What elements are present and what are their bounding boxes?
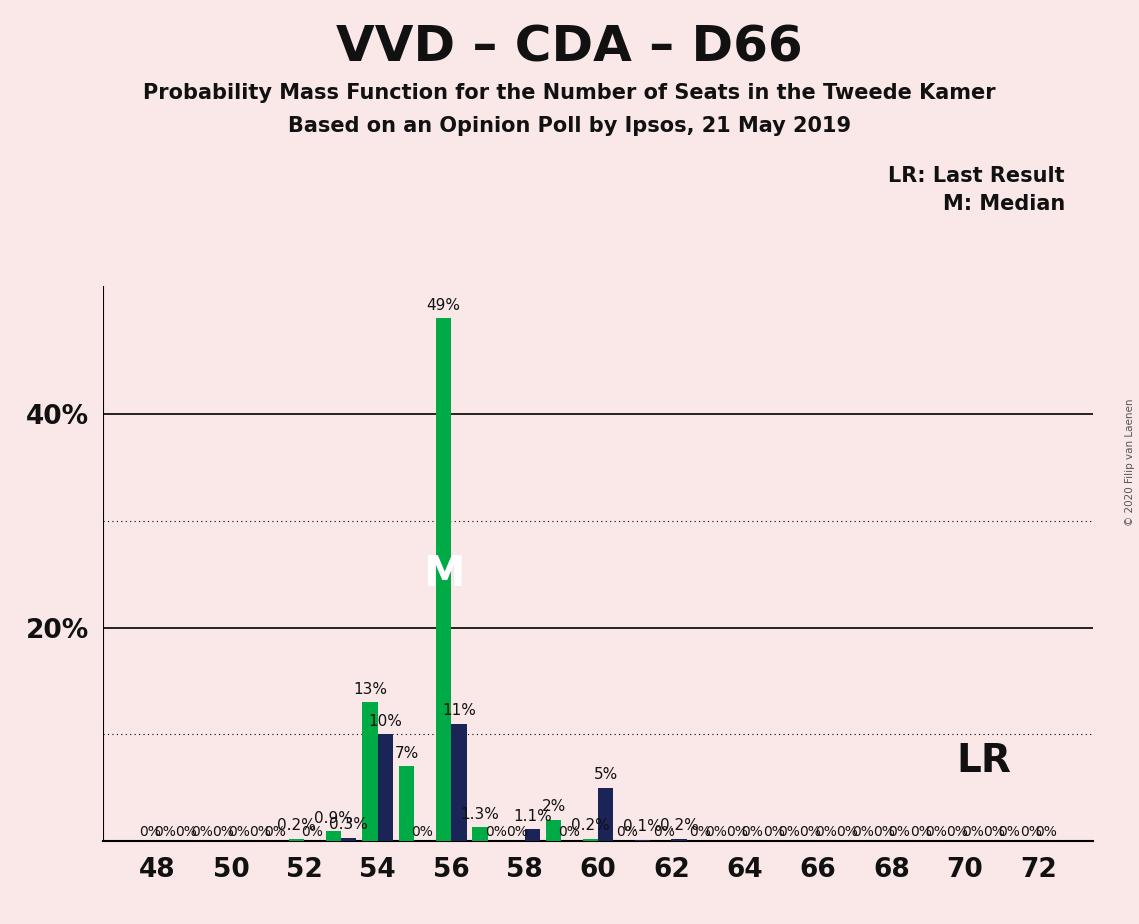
Text: 0%: 0%	[154, 825, 177, 839]
Text: 2%: 2%	[541, 799, 566, 814]
Text: 0%: 0%	[616, 825, 638, 839]
Bar	[378, 735, 393, 841]
Text: 0%: 0%	[228, 825, 249, 839]
Text: 0%: 0%	[301, 825, 323, 839]
Text: 0.2%: 0.2%	[277, 819, 316, 833]
Text: 0%: 0%	[741, 825, 763, 839]
Text: 1.3%: 1.3%	[461, 807, 500, 821]
Text: 0%: 0%	[191, 825, 213, 839]
Text: 1.1%: 1.1%	[513, 808, 551, 824]
Text: 0%: 0%	[778, 825, 800, 839]
Bar	[634, 840, 650, 841]
Text: 0%: 0%	[411, 825, 433, 839]
Text: © 2020 Filip van Laenen: © 2020 Filip van Laenen	[1125, 398, 1134, 526]
Text: 0%: 0%	[852, 825, 874, 839]
Text: 0%: 0%	[983, 825, 1005, 839]
Bar	[362, 702, 378, 841]
Bar	[582, 839, 598, 841]
Text: 0%: 0%	[689, 825, 712, 839]
Text: 0.2%: 0.2%	[571, 819, 609, 833]
Text: 0.1%: 0.1%	[623, 820, 662, 834]
Bar	[399, 766, 415, 841]
Text: 0%: 0%	[814, 825, 837, 839]
Text: LR: LR	[956, 742, 1010, 780]
Text: 0.3%: 0.3%	[329, 818, 368, 833]
Text: 13%: 13%	[353, 682, 387, 697]
Bar	[289, 839, 304, 841]
Text: M: M	[423, 553, 465, 595]
Text: 0%: 0%	[705, 825, 727, 839]
Text: 0%: 0%	[763, 825, 785, 839]
Text: 10%: 10%	[369, 714, 402, 729]
Text: Based on an Opinion Poll by Ipsos, 21 May 2019: Based on an Opinion Poll by Ipsos, 21 Ma…	[288, 116, 851, 136]
Text: 0%: 0%	[175, 825, 197, 839]
Text: 0%: 0%	[653, 825, 674, 839]
Text: 0%: 0%	[558, 825, 580, 839]
Text: 0%: 0%	[484, 825, 507, 839]
Text: M: Median: M: Median	[943, 194, 1065, 214]
Text: 0%: 0%	[910, 825, 932, 839]
Text: 7%: 7%	[394, 746, 419, 760]
Bar	[326, 832, 341, 841]
Text: 0%: 0%	[836, 825, 858, 839]
Text: 0%: 0%	[139, 825, 161, 839]
Text: 0%: 0%	[1035, 825, 1057, 839]
Bar	[451, 723, 467, 841]
Text: 0%: 0%	[888, 825, 910, 839]
Bar	[525, 829, 540, 841]
Bar	[473, 827, 487, 841]
Text: 0.2%: 0.2%	[659, 819, 698, 833]
Text: 0%: 0%	[947, 825, 968, 839]
Text: 5%: 5%	[593, 767, 617, 783]
Bar	[341, 838, 357, 841]
Text: 0%: 0%	[800, 825, 821, 839]
Bar	[436, 319, 451, 841]
Text: Probability Mass Function for the Number of Seats in the Tweede Kamer: Probability Mass Function for the Number…	[144, 83, 995, 103]
Text: 0%: 0%	[1019, 825, 1042, 839]
Text: VVD – CDA – D66: VVD – CDA – D66	[336, 23, 803, 71]
Text: 0%: 0%	[264, 825, 286, 839]
Text: 0.9%: 0.9%	[314, 811, 353, 826]
Text: LR: Last Result: LR: Last Result	[888, 166, 1065, 187]
Bar	[671, 839, 687, 841]
Text: 0%: 0%	[212, 825, 235, 839]
Text: 0%: 0%	[999, 825, 1021, 839]
Text: 0%: 0%	[249, 825, 271, 839]
Text: 0%: 0%	[872, 825, 895, 839]
Text: 11%: 11%	[442, 703, 476, 718]
Text: 0%: 0%	[506, 825, 527, 839]
Bar	[546, 820, 562, 841]
Text: 0%: 0%	[727, 825, 748, 839]
Text: 0%: 0%	[961, 825, 984, 839]
Bar	[598, 787, 614, 841]
Text: 49%: 49%	[426, 298, 460, 313]
Text: 0%: 0%	[925, 825, 947, 839]
